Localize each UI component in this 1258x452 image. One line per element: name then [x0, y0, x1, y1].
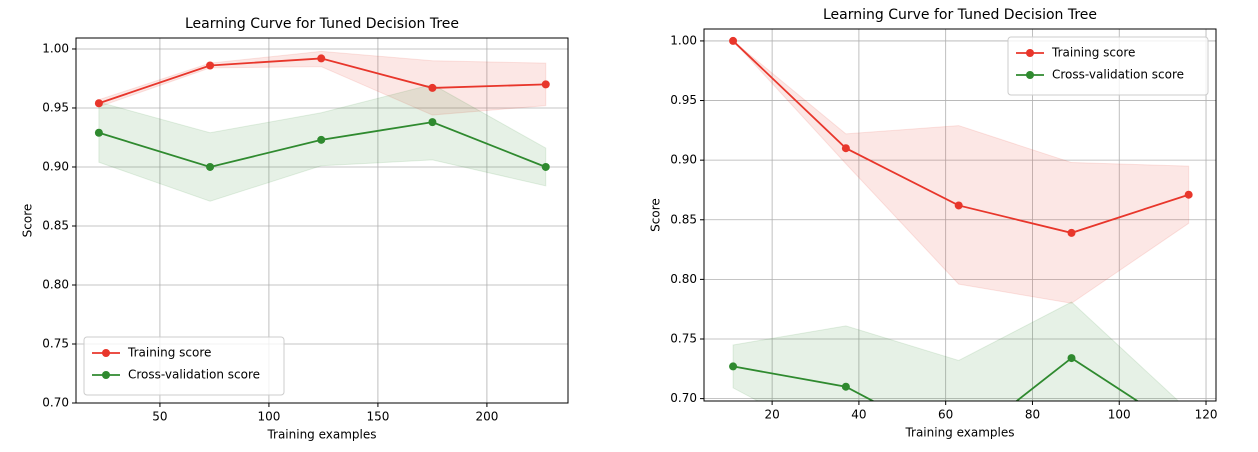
point: [729, 36, 738, 45]
x-axis-label: Training examples: [904, 426, 1014, 440]
point: [206, 61, 215, 70]
plot-area: [94, 50, 550, 202]
point: [1067, 228, 1076, 237]
point: [1067, 354, 1076, 363]
point: [94, 128, 103, 137]
point: [541, 162, 550, 171]
legend-box: [83, 336, 285, 396]
point: [841, 382, 850, 391]
x-tick-label: 20: [764, 408, 779, 422]
x-tick-label: 100: [257, 410, 280, 424]
x-tick-label: 50: [152, 410, 167, 424]
point: [1185, 430, 1193, 438]
y-tick-label: 0.95: [42, 100, 69, 114]
legend-marker: [102, 371, 110, 379]
chart-title: Learning Curve for Tuned Decision Tree: [185, 16, 459, 32]
y-tick-label: 0.70: [42, 396, 69, 410]
legend: Training score Cross-validation score: [1007, 36, 1209, 96]
point: [1184, 190, 1193, 199]
y-tick-label: 0.90: [42, 159, 69, 173]
y-tick-label: 0.80: [670, 272, 697, 286]
point: [841, 144, 850, 153]
y-tick-label: 0.85: [42, 218, 69, 232]
y-axis-label: Score: [21, 204, 35, 238]
point: [729, 362, 738, 371]
x-tick-label: 150: [366, 410, 389, 424]
legend-label: Cross-validation score: [128, 368, 260, 382]
chart: 50 100 150 200 0.70 0.75 0.80 0.85 0.90 0.95 1.00 L…: [21, 16, 569, 442]
y-axis-label: Score: [649, 198, 663, 232]
chart-title: Learning Curve for Tuned Decision Tree: [823, 7, 1097, 23]
series-line: [732, 356, 1140, 401]
y-tick-label: 0.75: [670, 332, 697, 346]
y-tick-label: 0.95: [670, 93, 697, 107]
y-tick-label: 1.00: [42, 41, 69, 55]
y-tick-label: 0.75: [42, 336, 69, 350]
x-tick-label: 200: [475, 410, 498, 424]
point: [94, 99, 103, 108]
std-band: [732, 301, 1180, 401]
point: [317, 135, 326, 144]
legend-label: Training score: [1051, 46, 1135, 60]
legend-label: Training score: [127, 346, 211, 360]
y-tick-label: 0.70: [670, 391, 697, 405]
legend-marker: [102, 349, 110, 357]
axes-frame: [703, 28, 1217, 402]
legend-box: [1007, 36, 1209, 96]
plot-area: [729, 36, 1193, 450]
x-tick-label: 80: [1025, 408, 1040, 422]
point: [317, 54, 326, 63]
x-tick-label: 40: [851, 408, 866, 422]
y-tick-label: 1.00: [670, 33, 697, 47]
x-axis-label: Training examples: [266, 428, 376, 442]
legend-label: Cross-validation score: [1052, 68, 1184, 82]
x-tick-label: 120: [1195, 408, 1218, 422]
legend-marker: [1026, 71, 1034, 79]
chart: 20 40 60 80 100 120 0.70 0.75 0.80 0.85 0.90 0.95 1.…: [649, 7, 1218, 450]
x-tick-label: 60: [938, 408, 953, 422]
y-tick-label: 0.90: [670, 153, 697, 167]
point: [428, 118, 437, 127]
x-tick-label: 100: [1108, 408, 1131, 422]
point: [955, 442, 963, 450]
axes-frame: [75, 37, 569, 404]
legend-marker: [1026, 49, 1034, 57]
y-tick-label: 0.80: [42, 277, 69, 291]
point: [428, 83, 437, 92]
point: [541, 80, 550, 89]
legend: Training score Cross-validation score: [83, 336, 285, 396]
y-tick-label: 0.85: [670, 212, 697, 226]
point: [206, 162, 215, 171]
point: [954, 201, 963, 210]
